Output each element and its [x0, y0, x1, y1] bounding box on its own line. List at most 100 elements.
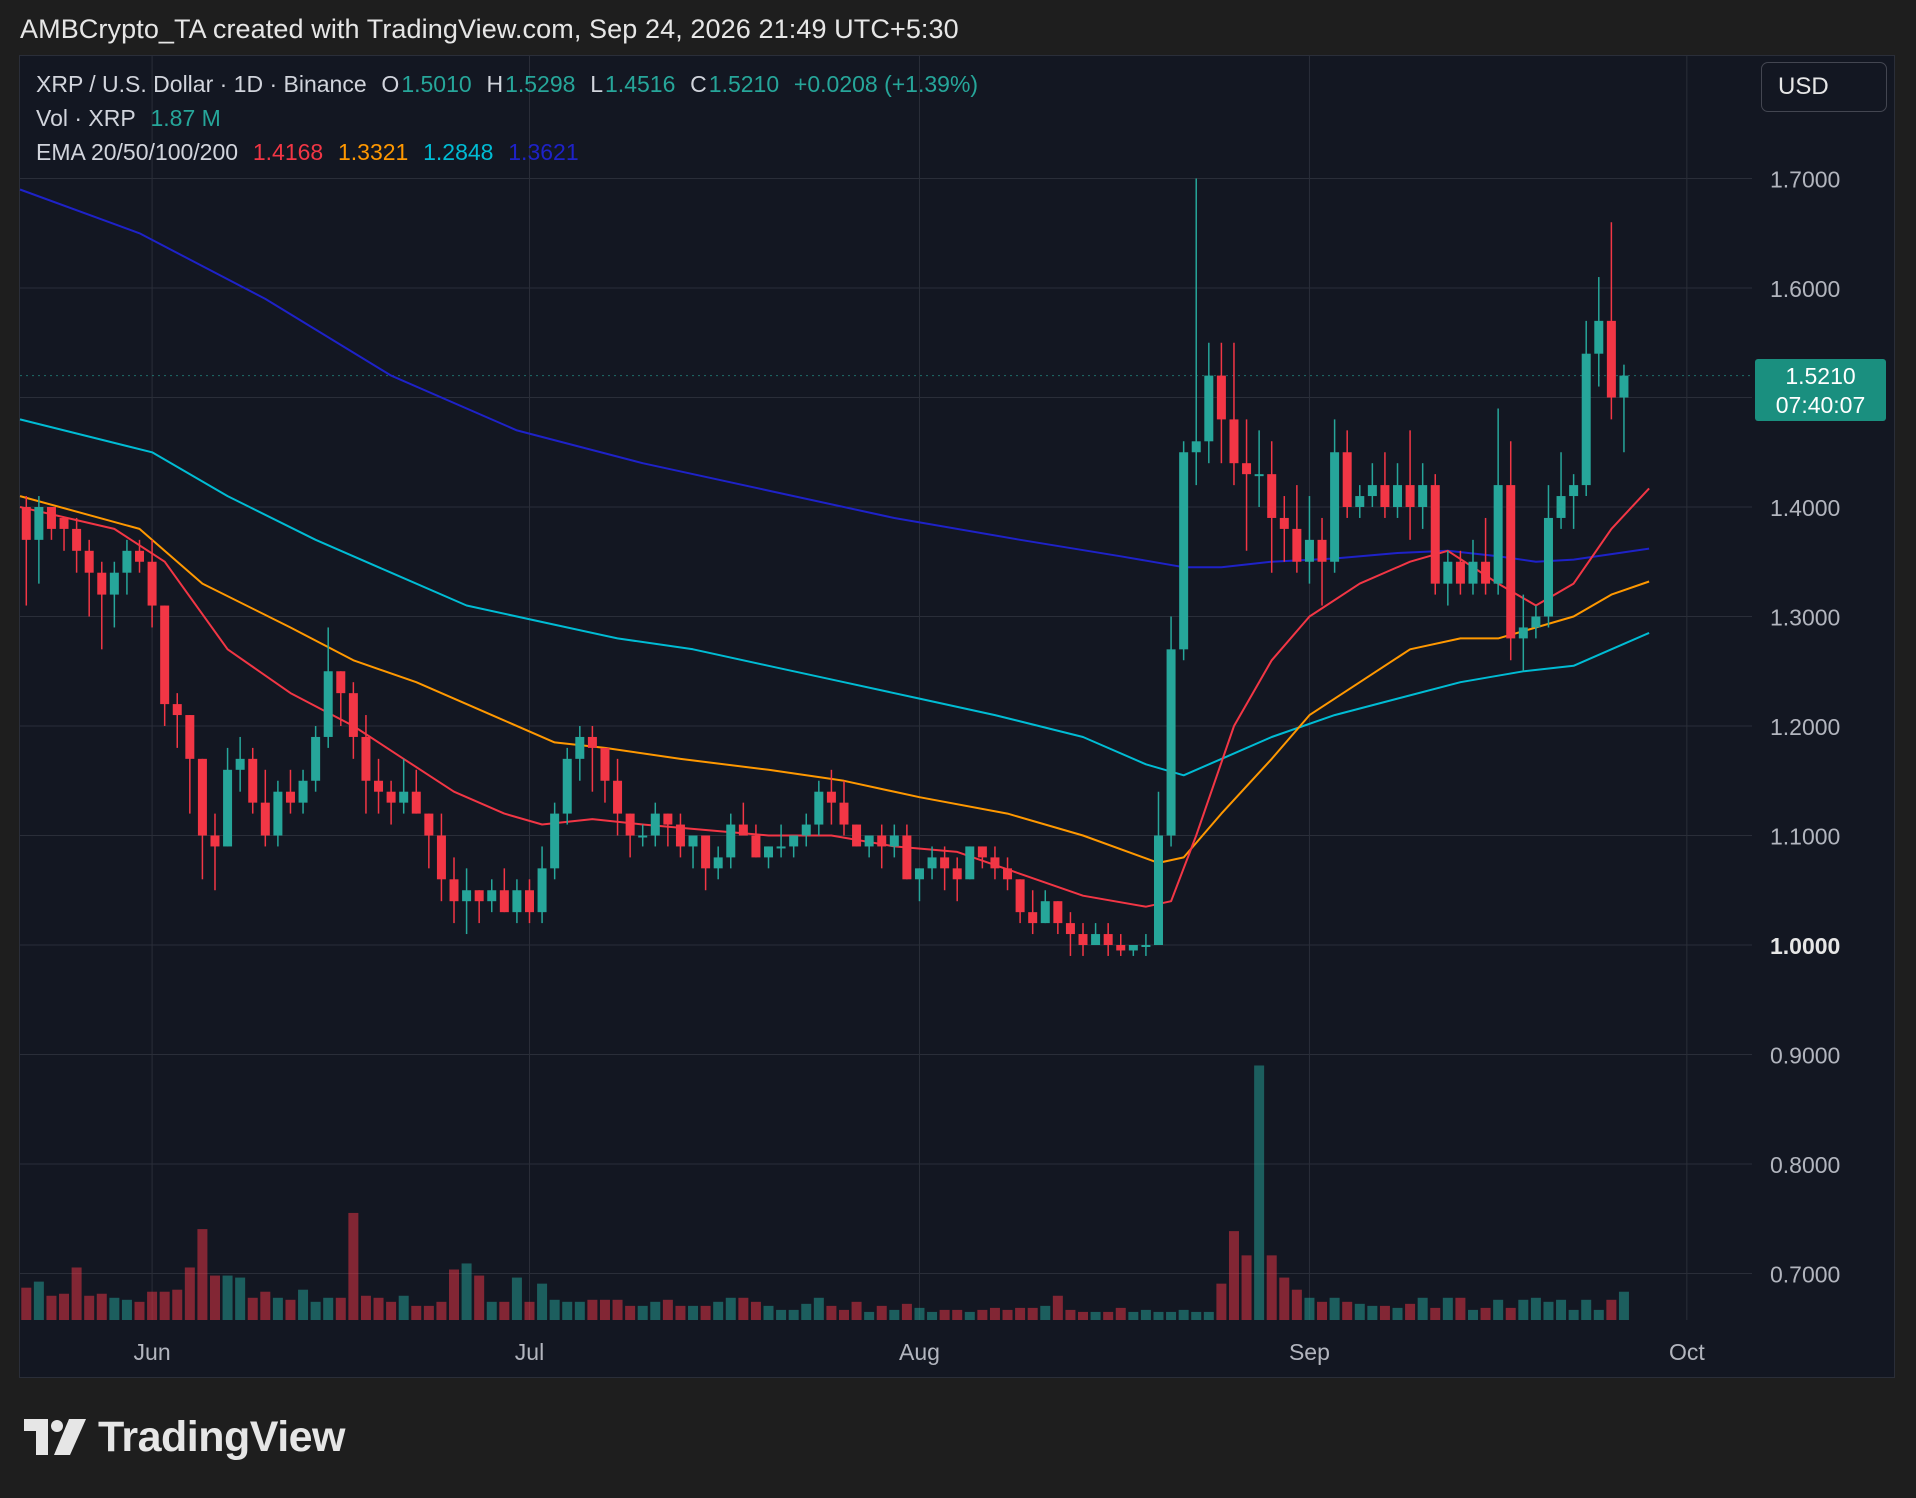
candle-body — [877, 835, 887, 847]
volume-bar — [1405, 1303, 1416, 1320]
legend-ema50-value: 1.3321 — [337, 139, 409, 165]
candle — [600, 747, 610, 803]
candle — [1304, 496, 1314, 584]
candle — [1569, 474, 1579, 529]
volume-bar — [1530, 1297, 1541, 1320]
ema100-line — [19, 418, 1650, 777]
candle — [852, 824, 862, 847]
price-tick-label: 1.7000 — [1770, 167, 1840, 193]
candle-body — [1003, 868, 1013, 880]
candle-body — [965, 846, 975, 880]
candle — [1279, 496, 1289, 562]
candle-body — [613, 780, 623, 814]
candle — [97, 561, 107, 650]
volume-bar — [1618, 1291, 1629, 1320]
candle-body — [210, 835, 220, 847]
volume-bar — [788, 1309, 799, 1320]
volume-bar — [927, 1311, 938, 1320]
candle-body — [1317, 539, 1327, 562]
candle-body — [1254, 474, 1264, 477]
candle-body — [1594, 320, 1604, 354]
legend-change: +0.0208 (+1.39%) — [793, 71, 979, 97]
volume-bar — [1203, 1311, 1214, 1320]
candle — [1430, 474, 1440, 595]
volume-bar — [524, 1301, 535, 1320]
candle-body — [675, 824, 685, 847]
candle-body — [1569, 485, 1579, 497]
volume-bar — [612, 1299, 623, 1320]
volume-bar — [838, 1309, 849, 1320]
candle-body — [726, 824, 736, 858]
volume-bar — [474, 1275, 485, 1320]
candle — [311, 726, 321, 792]
time-tick-label: Jul — [515, 1339, 544, 1365]
volume-bar — [323, 1297, 334, 1320]
candle — [688, 835, 698, 869]
candle — [424, 813, 434, 869]
candle-body — [1581, 353, 1591, 486]
candle — [839, 780, 849, 836]
volume-bar — [209, 1275, 220, 1320]
candle — [927, 846, 937, 880]
candle — [550, 802, 560, 880]
price-tick-label: 1.0000 — [1770, 933, 1840, 959]
candle — [1493, 408, 1503, 595]
candle — [1292, 485, 1302, 573]
legend-close-label: C — [690, 71, 707, 97]
candle-body — [46, 507, 56, 529]
candle — [1204, 342, 1214, 464]
candle — [1053, 901, 1063, 935]
price-axis: 1.70001.60001.50001.40001.30001.20001.10… — [1770, 167, 1840, 1288]
volume-bar — [1228, 1231, 1239, 1320]
candle-body — [940, 857, 950, 869]
legend-ohlc-row: XRP / U.S. Dollar · 1D · Binance O1.5010… — [36, 71, 980, 98]
candle-body — [663, 813, 673, 825]
candle — [751, 824, 761, 858]
volume-bar — [1317, 1301, 1328, 1320]
volume-bar — [1467, 1309, 1478, 1320]
candle — [210, 813, 220, 891]
legend-ema200-value: 1.3621 — [508, 139, 579, 165]
volume-bar — [864, 1311, 875, 1320]
volume-bar — [134, 1301, 145, 1320]
candle — [386, 780, 396, 825]
candle — [990, 846, 1000, 880]
ema50-line — [19, 495, 1650, 864]
volume-bar — [172, 1289, 183, 1320]
candle — [801, 813, 811, 847]
volume-bar — [46, 1295, 57, 1320]
candle — [1443, 550, 1453, 606]
volume-bar — [625, 1305, 636, 1320]
candle-body — [1518, 627, 1528, 639]
candle-body — [977, 846, 987, 858]
candle-body — [1543, 517, 1553, 617]
candle-body — [1204, 375, 1214, 442]
candle — [713, 846, 723, 880]
currency-button[interactable]: USD — [1761, 62, 1887, 112]
price-tick-label: 1.2000 — [1770, 714, 1840, 740]
volume-bar — [1606, 1299, 1617, 1320]
volume-bar — [1266, 1255, 1277, 1320]
candle-body — [1191, 441, 1201, 453]
tradingview-brand[interactable]: TradingView — [24, 1413, 346, 1461]
candle-body — [1342, 452, 1352, 507]
candle — [1015, 879, 1025, 924]
candle — [436, 813, 446, 902]
candle — [965, 846, 975, 880]
legend-high-label: H — [486, 71, 504, 97]
candle-body — [273, 791, 283, 836]
volume-bar — [1581, 1299, 1592, 1320]
candle-body — [298, 780, 308, 803]
candle-body — [952, 868, 962, 880]
price-tick-label: 0.9000 — [1770, 1043, 1840, 1069]
candle-body — [764, 846, 774, 858]
candle — [72, 517, 82, 573]
candle — [223, 747, 233, 847]
candles — [21, 178, 1629, 956]
candle-body — [1468, 561, 1478, 584]
volume-bar — [662, 1299, 673, 1320]
candle — [650, 802, 660, 847]
volume-bar — [461, 1263, 472, 1320]
legend-ema-label: EMA 20/50/100/200 — [36, 139, 239, 165]
